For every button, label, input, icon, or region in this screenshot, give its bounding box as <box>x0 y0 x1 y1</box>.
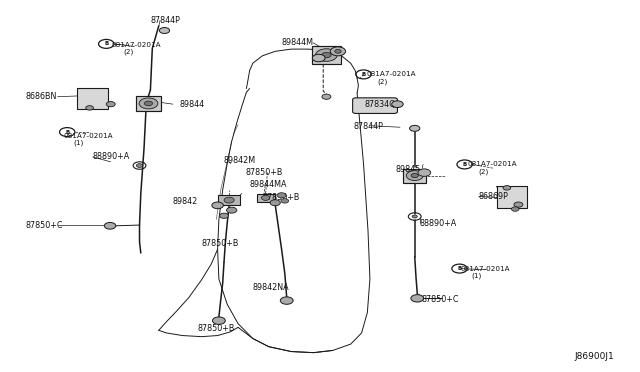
Text: 89844M: 89844M <box>282 38 314 47</box>
Circle shape <box>330 47 346 56</box>
Text: B: B <box>458 266 461 271</box>
Circle shape <box>411 173 419 178</box>
Text: 87850+C: 87850+C <box>26 221 63 230</box>
Circle shape <box>139 98 158 109</box>
Text: 87850+B: 87850+B <box>197 324 234 333</box>
Circle shape <box>104 222 116 229</box>
Circle shape <box>511 207 519 211</box>
Circle shape <box>220 213 228 218</box>
Circle shape <box>418 169 431 176</box>
Text: 87844P: 87844P <box>354 122 384 131</box>
Text: 87834Q: 87834Q <box>365 100 396 109</box>
Text: 081A7-0201A: 081A7-0201A <box>366 71 416 77</box>
Circle shape <box>136 164 143 167</box>
Circle shape <box>159 28 170 33</box>
Circle shape <box>322 52 331 58</box>
Circle shape <box>106 102 115 107</box>
Bar <box>218 195 240 205</box>
Bar <box>403 169 426 183</box>
Circle shape <box>227 207 237 213</box>
Circle shape <box>277 193 286 198</box>
Text: 88890+A: 88890+A <box>93 153 130 161</box>
Text: 89842: 89842 <box>173 197 198 206</box>
Text: 87844P: 87844P <box>150 16 180 25</box>
Circle shape <box>212 317 225 324</box>
Circle shape <box>312 54 325 62</box>
Circle shape <box>514 202 523 207</box>
Circle shape <box>86 106 93 110</box>
Text: B: B <box>362 72 365 77</box>
FancyBboxPatch shape <box>353 98 397 113</box>
Text: 87850+B: 87850+B <box>262 193 300 202</box>
Text: 8686BN: 8686BN <box>26 92 57 101</box>
Circle shape <box>335 49 341 53</box>
Text: (2): (2) <box>378 78 388 85</box>
Text: (2): (2) <box>124 49 134 55</box>
Bar <box>257 194 275 202</box>
Circle shape <box>281 199 289 203</box>
Text: 87850+C: 87850+C <box>421 295 459 304</box>
Text: 87850+B: 87850+B <box>245 169 282 177</box>
Text: (2): (2) <box>479 169 489 175</box>
Text: 88890+A: 88890+A <box>420 219 457 228</box>
Circle shape <box>280 297 293 304</box>
Text: 89844MA: 89844MA <box>250 180 287 189</box>
Circle shape <box>145 101 152 106</box>
Text: B: B <box>104 41 108 46</box>
Circle shape <box>410 125 420 131</box>
Circle shape <box>316 49 337 61</box>
Text: 081A7-0201A: 081A7-0201A <box>461 266 511 272</box>
Text: 89844: 89844 <box>179 100 204 109</box>
Text: 89845: 89845 <box>396 165 420 174</box>
Text: 89842NA: 89842NA <box>253 283 289 292</box>
Circle shape <box>406 171 423 180</box>
Text: J86900J1: J86900J1 <box>575 352 614 361</box>
Circle shape <box>261 195 270 201</box>
Circle shape <box>411 295 424 302</box>
Circle shape <box>412 215 417 218</box>
Text: 87850+B: 87850+B <box>202 239 239 248</box>
Circle shape <box>392 101 403 108</box>
Text: B: B <box>65 129 69 135</box>
Text: 081A7-0201A: 081A7-0201A <box>64 133 114 139</box>
Text: 081A7-0201A: 081A7-0201A <box>112 42 162 48</box>
Text: B: B <box>463 162 467 167</box>
Circle shape <box>224 197 234 203</box>
Circle shape <box>270 200 280 206</box>
Circle shape <box>212 202 223 209</box>
Text: 86869P: 86869P <box>479 192 509 201</box>
Circle shape <box>322 94 331 99</box>
Circle shape <box>503 186 511 190</box>
Bar <box>77 88 108 109</box>
Text: 89842M: 89842M <box>224 156 256 165</box>
Bar <box>312 46 341 64</box>
Bar <box>497 186 527 208</box>
Text: (1): (1) <box>74 140 84 147</box>
Text: (1): (1) <box>471 273 481 279</box>
Bar <box>136 96 161 111</box>
Text: 081A7-0201A: 081A7-0201A <box>467 161 517 167</box>
